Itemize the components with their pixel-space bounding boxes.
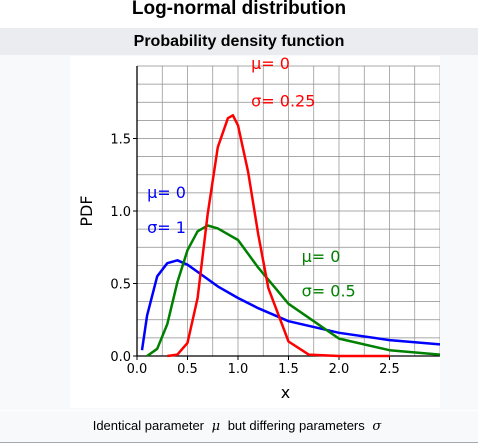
curve-label: μ= 0 [147, 183, 186, 202]
bottom-rule [0, 442, 478, 443]
caption-text-1: Identical parameter [92, 418, 204, 433]
infobox-subheader: Probability density function [0, 28, 478, 55]
pdf-curve-sigma-0.25 [167, 114, 390, 358]
figure-caption: Identical parameter μ but differing para… [0, 411, 478, 443]
caption-mu-symbol: μ [211, 419, 221, 434]
infobox-title: Log-normal distribution [131, 0, 347, 19]
caption-text-2: but differing parameters [227, 418, 365, 433]
x-tick-label: 0.0 [127, 362, 148, 377]
y-tick-label: 1.0 [110, 205, 131, 220]
curve-label: σ= 0.5 [302, 282, 356, 301]
y-tick-label: 0.0 [110, 350, 131, 365]
y-tick-label: 1.5 [110, 133, 131, 148]
pdf-curve-sigma-0.5 [146, 224, 441, 358]
curve-label: σ= 0.25 [251, 92, 315, 111]
curve-label: μ= 0 [251, 56, 290, 73]
curve-label: σ= 1 [147, 218, 186, 237]
x-tick-label: 2.0 [329, 362, 350, 377]
pdf-chart[interactable]: 0.0 0.5 1.0 1.5 2.0 2.5 0.0 0.5 1.0 1.5 x PDF μ= 0 σ=… [70, 54, 441, 408]
x-tick-label: 0.5 [177, 362, 198, 377]
x-tick-label: 2.5 [379, 362, 400, 377]
x-tick-label: 1.0 [228, 362, 249, 377]
y-tick-label: 0.5 [110, 278, 131, 293]
x-axis-label: x [281, 383, 290, 402]
curve-label: μ= 0 [302, 247, 341, 266]
pdf-curve-sigma-1 [140, 259, 441, 351]
x-tick-label: 1.5 [278, 362, 299, 377]
caption-sigma-symbol: σ [372, 419, 382, 434]
y-axis-label: PDF [77, 195, 96, 226]
